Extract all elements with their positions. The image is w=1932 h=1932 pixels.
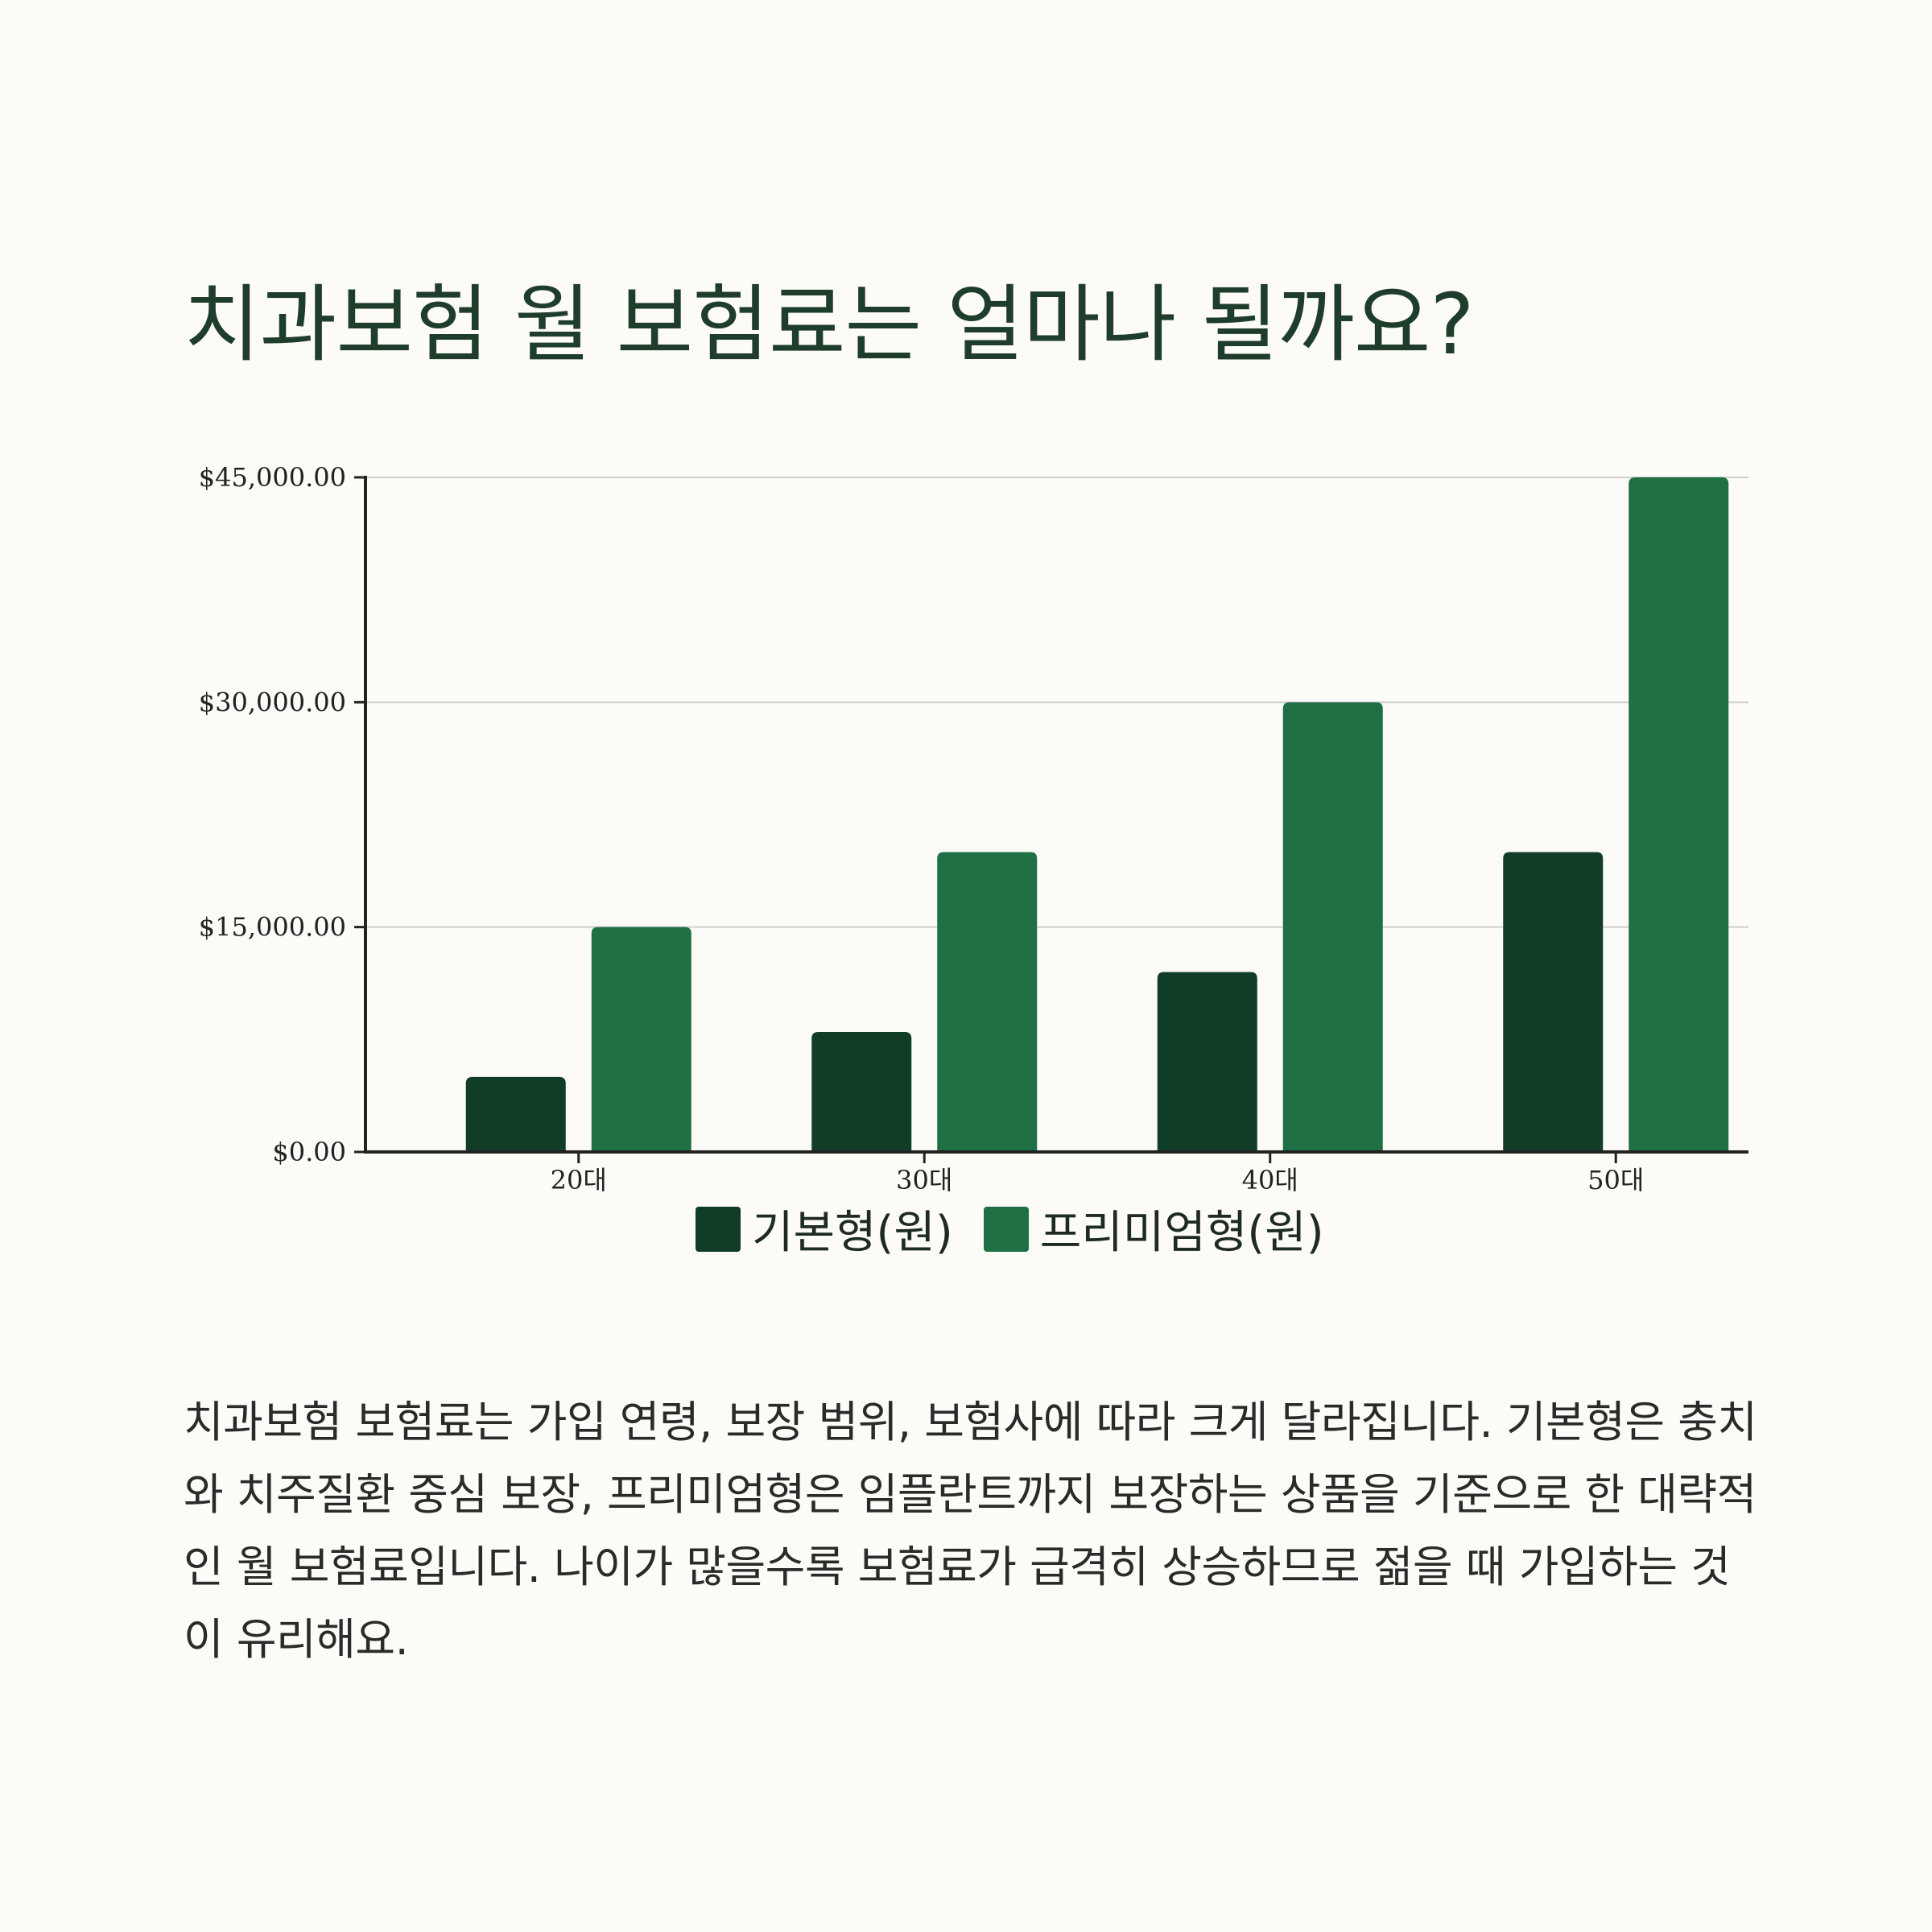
bar-chart: $0.00 $15,000.00 $30,000.00 $45,000.00 20대 30… (199, 462, 1748, 1195)
bar-premium-50s (1629, 477, 1729, 1152)
y-tick-label: $0.00 (272, 1137, 346, 1167)
bar-basic-20s (465, 1076, 566, 1152)
x-tick-label: 30대 (896, 1165, 952, 1195)
bar-premium-20s (591, 927, 691, 1152)
axes (354, 476, 1748, 1163)
bar-basic-50s (1503, 852, 1604, 1152)
bar-premium-30s (937, 852, 1038, 1152)
description-text: 치과보험 보험료는 가입 연령, 보장 범위, 보험사에 따라 크게 달라집니다… (184, 1397, 1757, 1665)
bar-basic-40s (1157, 972, 1257, 1152)
bar-premium-40s (1282, 702, 1383, 1152)
x-tick-label: 20대 (551, 1165, 607, 1195)
x-tick-label: 40대 (1242, 1165, 1298, 1195)
legend-item-basic: 기본형(원) (696, 1196, 953, 1261)
bar-basic-30s (811, 1032, 912, 1152)
legend-label-basic: 기본형(원) (752, 1207, 953, 1259)
chart-legend: 기본형(원) 프리미엄형(원) (696, 1196, 1355, 1261)
y-tick-label: $15,000.00 (199, 912, 346, 943)
legend-item-premium: 프리미엄형(원) (983, 1196, 1324, 1261)
legend-swatch-basic (696, 1206, 741, 1252)
y-tick-label: $30,000.00 (199, 687, 346, 717)
bars (465, 477, 1729, 1152)
legend-swatch-premium (983, 1206, 1029, 1252)
page-title: 치과보험 월 보험료는 얼마나 될까요? (184, 275, 1475, 374)
x-tick-label: 50대 (1587, 1165, 1644, 1195)
tick-labels: $0.00 $15,000.00 $30,000.00 $45,000.00 20대 30… (199, 462, 1645, 1195)
y-tick-label: $45,000.00 (199, 462, 346, 493)
legend-label-premium: 프리미엄형(원) (1039, 1207, 1324, 1259)
